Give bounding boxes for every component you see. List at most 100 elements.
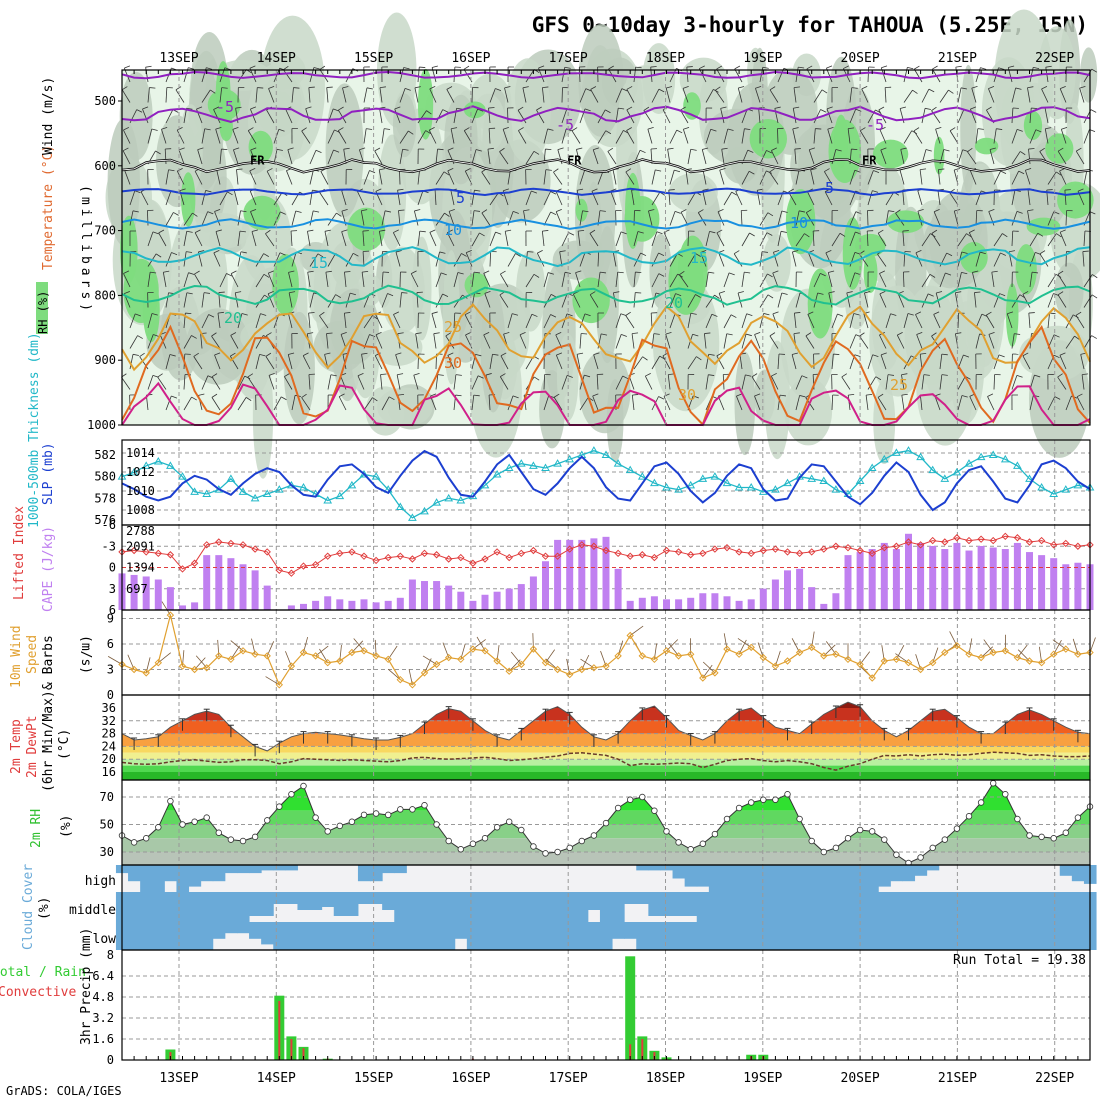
wind-barb: [795, 169, 800, 185]
cloud-low-bar: [720, 922, 734, 950]
thickness-point: [722, 478, 732, 487]
cloud-high-bar: [708, 865, 722, 892]
lifted-index-point: [626, 552, 634, 560]
wind-barb-flag: [288, 270, 295, 273]
wind-barb: [937, 190, 941, 206]
wind-barb-flag: [589, 291, 596, 296]
wind10-barb: [194, 657, 206, 670]
wind-barb: [267, 293, 275, 308]
wind-barb: [237, 251, 242, 267]
wind-barb: [813, 128, 816, 144]
cape-bar: [614, 568, 622, 610]
cloud-high-bar: [176, 865, 190, 892]
wind-barb: [1082, 251, 1085, 267]
wind10-point: [977, 653, 985, 662]
wind-barb: [718, 252, 725, 267]
thickness-point: [432, 498, 441, 506]
wind-barb: [971, 272, 977, 288]
wind-barb: [741, 272, 745, 288]
wind-barb: [1059, 88, 1067, 103]
wind-barb: [879, 293, 887, 308]
wind-barb-flag: [308, 312, 315, 314]
cape-bar: [650, 596, 658, 610]
wind-barb-flag: [431, 65, 438, 68]
cape-ylabel-cape: CAPE (J/kg): [41, 526, 56, 612]
wind-barb-flag: [249, 167, 256, 172]
wind-barb: [504, 87, 509, 103]
wind-barb-flag: [935, 127, 942, 130]
wind-barb: [453, 294, 463, 308]
wind-barb-flag: [500, 373, 506, 377]
wind-barb: [309, 210, 314, 226]
wind-barb: [414, 87, 419, 103]
cloud-mid-bar: [587, 892, 601, 910]
wind-barb-flag: [542, 86, 549, 88]
lifted-index-point: [1013, 534, 1022, 542]
wind-barb-flag: [463, 65, 470, 70]
wind-barb: [884, 87, 887, 103]
wind-barb-flag: [564, 66, 571, 69]
wind-barb: [902, 231, 905, 247]
rh2m-point: [372, 810, 380, 817]
wind-barb: [324, 231, 329, 247]
wind-barb-flag: [233, 147, 240, 151]
thickness-point: [601, 450, 611, 458]
thickness-point: [928, 465, 938, 474]
wind-barb-flag: [157, 373, 163, 378]
date-label-bottom: 13SEP: [159, 1071, 198, 1086]
wind-barb: [129, 190, 136, 206]
wind-barb: [792, 108, 797, 124]
rh2m-point: [881, 836, 888, 843]
wind-barb-flag: [799, 395, 806, 398]
wind-barb-flag: [890, 313, 897, 316]
cloud-mid-bar: [902, 892, 916, 922]
wind-barb: [648, 210, 653, 226]
wind-barb: [1057, 274, 1067, 288]
wind-barb: [273, 396, 282, 411]
wind-barb-flag: [650, 66, 657, 68]
wind-barb-flag: [488, 107, 495, 109]
wind-barb: [1011, 170, 1020, 185]
wind-barb-flag: [851, 148, 858, 150]
wind-barb-flag: [288, 352, 295, 355]
wind-barb-flag: [512, 313, 519, 316]
wind-barb-flag: [477, 108, 484, 112]
wind-barb: [866, 231, 869, 247]
wind-barb-flag: [941, 353, 948, 356]
wind-barb-flag: [433, 332, 440, 335]
wind-barb: [777, 354, 780, 370]
cape-bar: [711, 593, 719, 610]
cloud-low-bar: [829, 922, 843, 950]
cloud-mid-bar: [345, 892, 359, 916]
wind-barb: [919, 354, 923, 370]
wind-barb: [651, 333, 655, 349]
wind-barb-flag: [929, 273, 936, 278]
wind-barb: [824, 171, 833, 185]
temp-tick-label: 20: [102, 752, 116, 766]
wind-barb: [250, 211, 257, 226]
wind-barb-flag: [809, 147, 816, 151]
lifted-index-point: [130, 546, 138, 555]
thickness-point: [371, 472, 381, 480]
wind-barb: [575, 272, 581, 288]
cloud-high-bar: [261, 865, 274, 871]
wind-barb-flag: [854, 354, 861, 358]
wind-barb-flag: [402, 148, 409, 151]
slp-ylabel-slp: SLP (mb): [41, 442, 56, 505]
wind-barb-flag: [397, 332, 404, 335]
upper-ylabel-wind: Wind (m/s): [41, 77, 56, 155]
wind-barb-flag: [719, 290, 726, 294]
cloud-high-bar: [829, 865, 843, 892]
rh2m-point: [1074, 814, 1082, 821]
cloud-high-bar: [212, 865, 226, 882]
wind-barb: [921, 274, 931, 288]
cloud-low-bar: [466, 922, 480, 950]
wind10-point: [299, 648, 308, 657]
temp-band: [122, 772, 1090, 780]
wind-barb-flag: [571, 127, 578, 132]
wind-barb-flag: [895, 209, 901, 214]
wind-barb: [615, 88, 623, 103]
wind10-barb: [629, 625, 644, 636]
wind10-point: [989, 648, 997, 657]
wind-barb: [795, 292, 801, 308]
